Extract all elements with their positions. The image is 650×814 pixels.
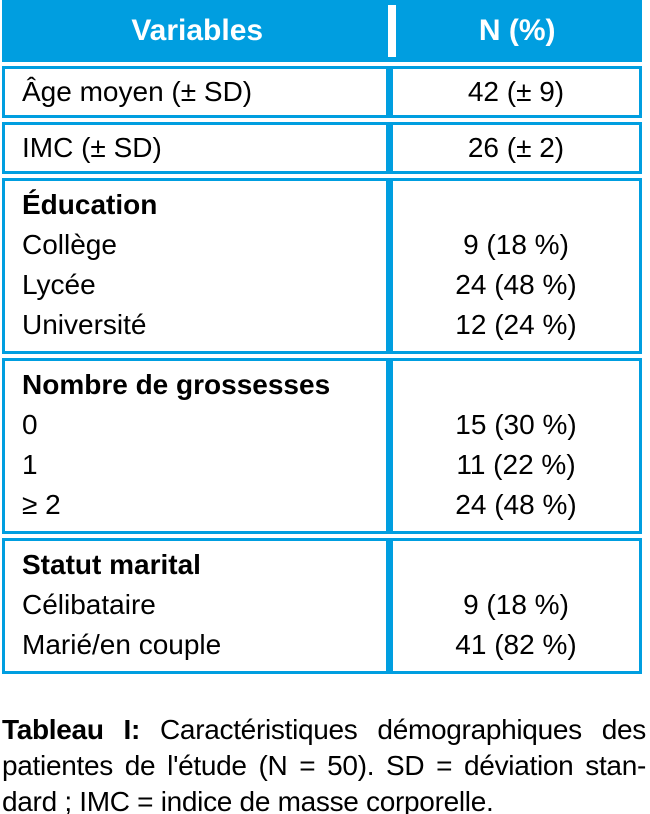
section-item-label: Marié/en couple [22, 629, 222, 660]
section-item-value: 41 (82 %) [455, 629, 577, 660]
section-item-label: 0 [22, 409, 38, 440]
row-value-cell: 15 (30 %) 11 (22 %) 24 (48 %) [393, 361, 639, 531]
section-title: Éducation [22, 189, 158, 220]
section-item-label: ≥ 2 [22, 489, 61, 520]
row-label-cell: Âge moyen (± SD) [5, 69, 393, 115]
row-label-cell: Nombre de grossesses 0 1 ≥ 2 [5, 361, 393, 531]
row-value-cell: 9 (18 %) 24 (48 %) 12 (24 %) [393, 181, 639, 351]
table-section-row: Éducation Collège Lycée Université 9 (18 %)… [2, 178, 642, 354]
row-value-cell: 42 (± 9) [467, 76, 565, 107]
table-caption: Tableau I: Caractéristiques démographiqu… [2, 712, 646, 814]
section-value-blank [393, 185, 639, 225]
header-variables: Variables [131, 14, 264, 47]
section-item-label: Lycée [22, 269, 96, 300]
row-label-cell: Éducation Collège Lycée Université [5, 181, 393, 351]
row-value-cell: 9 (18 %) 41 (82 %) [393, 541, 639, 671]
section-item-value: 9 (18 %) [463, 229, 569, 260]
section-value-blank [393, 545, 639, 585]
section-title: Statut marital [22, 549, 201, 580]
caption-text-1: Caractéristiques démographiques des [160, 714, 646, 745]
row-label-cell: Statut marital Célibataire Marié/en couple [5, 541, 393, 671]
header-n-percent: N (%) [478, 14, 556, 47]
table-section-row: Statut marital Célibataire Marié/en couple… [2, 538, 642, 674]
row-value-cell: 26 (± 2) [467, 132, 565, 163]
section-item-value: 24 (48 %) [455, 269, 577, 300]
row-label-cell: IMC (± SD) [5, 125, 393, 171]
section-item-value: 9 (18 %) [463, 589, 569, 620]
demographics-table: Variables N (%) Âge moyen (± SD) 42 (± 9)… [2, 0, 642, 674]
table-section-row: Nombre de grossesses 0 1 ≥ 2 15 (30 %) 11 (2… [2, 358, 642, 534]
section-item-label: Université [22, 309, 147, 340]
caption-label: Tableau I: [2, 714, 141, 745]
section-item-label: Collège [22, 229, 117, 260]
table-row: IMC (± SD) 26 (± 2) [2, 122, 642, 174]
section-item-value: 11 (22 %) [456, 449, 576, 480]
section-item-value: 12 (24 %) [455, 309, 577, 340]
caption-line-2: patientes de l'étude (N = 50). SD = dévi… [2, 750, 646, 781]
table-row: Âge moyen (± SD) 42 (± 9) [2, 66, 642, 118]
section-title: Nombre de grossesses [22, 369, 331, 400]
header-column-divider [388, 5, 397, 57]
caption-line-3: dard ; IMC = indice de masse corporelle. [2, 786, 494, 814]
caption-line-1: Tableau I: Caractéristiques démographiqu… [2, 712, 646, 748]
section-item-value: 15 (30 %) [455, 409, 577, 440]
table-header-row: Variables N (%) [2, 0, 642, 62]
section-item-label: 1 [22, 449, 38, 480]
section-item-label: Célibataire [22, 589, 156, 620]
section-item-value: 24 (48 %) [455, 489, 577, 520]
section-value-blank [393, 365, 639, 405]
table-body: Âge moyen (± SD) 42 (± 9) IMC (± SD) 26 (± … [2, 66, 642, 674]
